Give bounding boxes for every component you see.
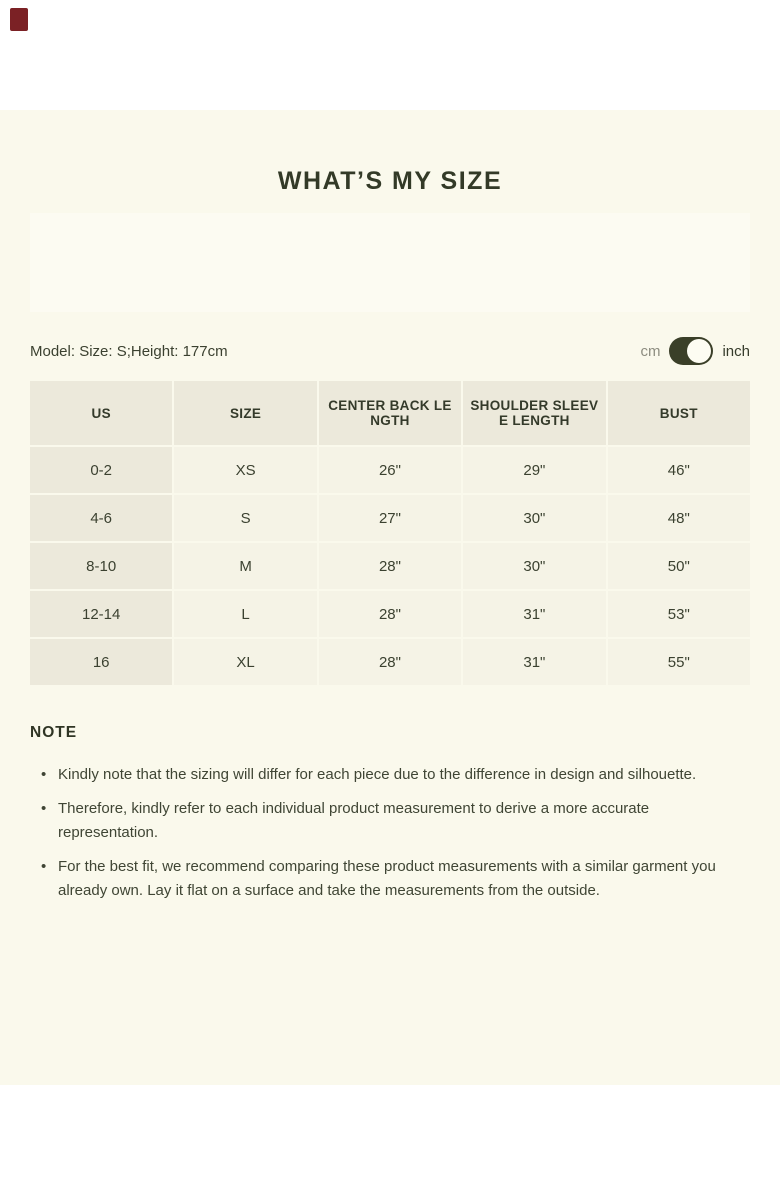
broken-image-icon: [10, 8, 28, 31]
model-image-placeholder: [30, 213, 750, 312]
size-chart-header: US SIZE CENTER BACK LE NGTH SHOULDER SLEEV …: [30, 381, 750, 445]
unit-toggle-switch[interactable]: [669, 337, 714, 365]
table-header-cell: CENTER BACK LE NGTH: [318, 381, 462, 445]
table-cell: 4-6: [30, 495, 173, 541]
note-heading: NOTE: [30, 724, 78, 741]
table-cell: 28": [318, 639, 462, 685]
note-item: Kindly note that the sizing will differ …: [30, 763, 744, 787]
table-cell: 30": [463, 543, 606, 589]
table-cell: 30": [463, 495, 606, 541]
unit-label-inch: inch: [722, 342, 750, 360]
table-cell: 0-2: [30, 447, 173, 493]
table-cell: XS: [174, 447, 317, 493]
table-cell: 28": [318, 591, 462, 637]
model-info-text: Model: Size: S;Height: 177cm: [30, 342, 228, 360]
table-cell: 48": [607, 495, 750, 541]
table-cell: 31": [463, 591, 606, 637]
table-cell: 46": [607, 447, 750, 493]
table-cell: 16: [30, 639, 173, 685]
table-header-cell: SIZE: [174, 381, 317, 445]
table-row: 0-2 XS 26" 29" 46": [30, 447, 750, 493]
note-item: For the best fit, we recommend comparing…: [30, 855, 744, 903]
size-chart-table: US SIZE CENTER BACK LE NGTH SHOULDER SLEEV …: [28, 379, 752, 687]
size-chart-body: 0-2 XS 26" 29" 46" 4-6 S 27" 30" 48" 8-10 M 28" 30" 50…: [30, 447, 750, 685]
table-header-row: US SIZE CENTER BACK LE NGTH SHOULDER SLEEV …: [30, 381, 750, 445]
unit-toggle-knob: [687, 339, 712, 363]
table-row: 4-6 S 27" 30" 48": [30, 495, 750, 541]
table-cell: 28": [318, 543, 462, 589]
unit-toggle: cm inch: [640, 337, 750, 365]
unit-label-cm: cm: [640, 342, 661, 360]
table-header-cell: US: [30, 381, 173, 445]
table-row: 16 XL 28" 31" 55": [30, 639, 750, 685]
table-cell: 31": [463, 639, 606, 685]
table-header-cell: BUST: [607, 381, 750, 445]
page-title: WHAT’S MY SIZE: [277, 167, 503, 195]
table-cell: 26": [318, 447, 462, 493]
table-cell: S: [174, 495, 317, 541]
model-info-row: Model: Size: S;Height: 177cm cm inch: [30, 336, 750, 366]
table-cell: 55": [607, 639, 750, 685]
note-list: Kindly note that the sizing will differ …: [30, 763, 744, 903]
table-cell: L: [174, 591, 317, 637]
table-cell: 8-10: [30, 543, 173, 589]
table-cell: 53": [607, 591, 750, 637]
note-item: Therefore, kindly refer to each individu…: [30, 797, 744, 845]
table-row: 12-14 L 28" 31" 53": [30, 591, 750, 637]
table-cell: XL: [174, 639, 317, 685]
table-cell: 29": [463, 447, 606, 493]
table-cell: 27": [318, 495, 462, 541]
table-header-cell: SHOULDER SLEEV E LENGTH: [463, 381, 606, 445]
table-cell: M: [174, 543, 317, 589]
table-cell: 12-14: [30, 591, 173, 637]
size-guide-panel: WHAT’S MY SIZE Model: Size: S;Height: 17…: [0, 110, 780, 1085]
table-cell: 50": [607, 543, 750, 589]
table-row: 8-10 M 28" 30" 50": [30, 543, 750, 589]
note-section: NOTE Kindly note that the sizing will di…: [30, 724, 744, 913]
